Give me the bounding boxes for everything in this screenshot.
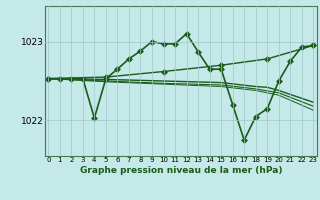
X-axis label: Graphe pression niveau de la mer (hPa): Graphe pression niveau de la mer (hPa) xyxy=(80,166,282,175)
